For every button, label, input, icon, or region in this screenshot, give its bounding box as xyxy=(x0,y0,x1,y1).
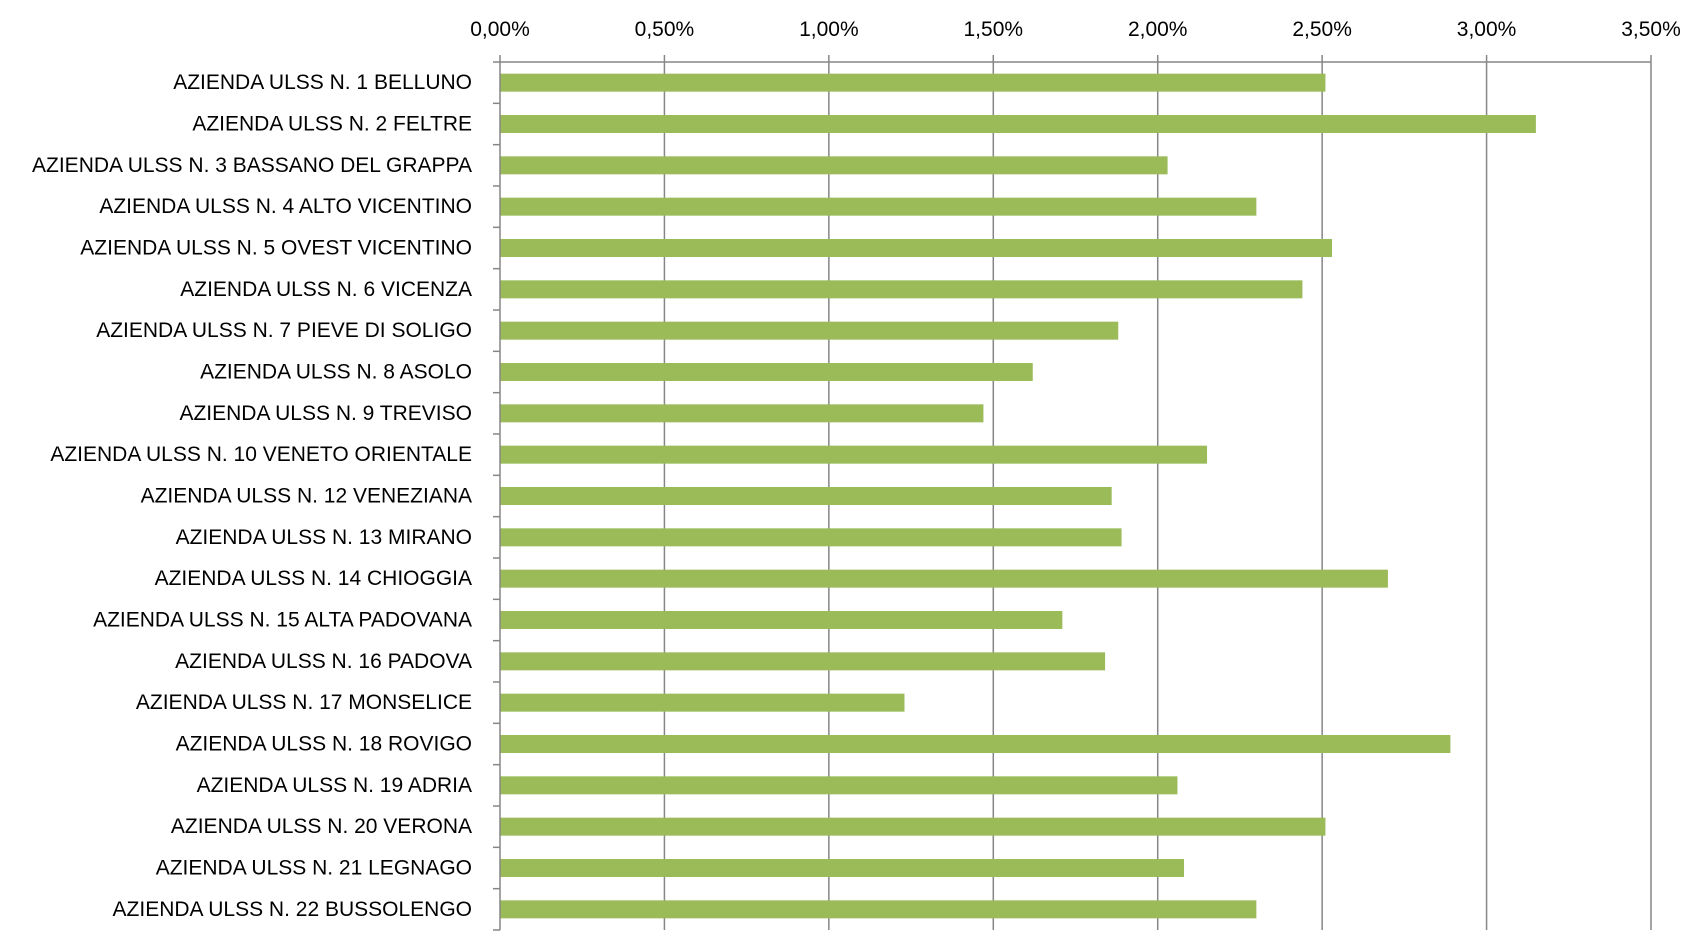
category-label: AZIENDA ULSS N. 3 BASSANO DEL GRAPPA xyxy=(32,154,472,177)
x-tick-label: 2,00% xyxy=(1128,18,1188,41)
bar xyxy=(500,735,1451,753)
category-labels: AZIENDA ULSS N. 1 BELLUNO AZIENDA ULSS N.… xyxy=(32,71,472,921)
x-tick-label: 3,00% xyxy=(1457,18,1517,41)
bar xyxy=(500,73,1326,92)
category-label: AZIENDA ULSS N. 12 VENEZIANA xyxy=(141,485,472,508)
category-label: AZIENDA ULSS N. 21 LEGNAGO xyxy=(156,857,472,880)
bar xyxy=(500,693,905,712)
bar xyxy=(500,280,1303,299)
x-tick-label: 0,50% xyxy=(635,18,695,41)
bars xyxy=(500,73,1536,919)
bar xyxy=(500,569,1388,588)
bar xyxy=(500,487,1112,505)
category-label: AZIENDA ULSS N. 20 VERONA xyxy=(171,815,472,838)
bar xyxy=(500,445,1208,464)
axes xyxy=(493,55,1652,931)
x-tick-label: 0,00% xyxy=(470,18,530,41)
x-tick-label: 1,50% xyxy=(964,18,1024,41)
bar xyxy=(500,239,1333,257)
bar xyxy=(500,900,1257,919)
category-label: AZIENDA ULSS N. 2 FELTRE xyxy=(192,113,472,136)
x-tick-label: 1,00% xyxy=(799,18,859,41)
bar xyxy=(500,859,1185,877)
category-label: AZIENDA ULSS N. 8 ASOLO xyxy=(200,361,472,384)
category-label: AZIENDA ULSS N. 6 VICENZA xyxy=(180,278,472,301)
bar xyxy=(500,404,984,423)
category-label: AZIENDA ULSS N. 13 MIRANO xyxy=(176,526,472,549)
bar xyxy=(500,197,1257,216)
bar xyxy=(500,652,1106,671)
category-label: AZIENDA ULSS N. 15 ALTA PADOVANA xyxy=(93,609,472,632)
x-tick-label: 2,50% xyxy=(1292,18,1352,41)
category-label: AZIENDA ULSS N. 14 CHIOGGIA xyxy=(155,567,472,590)
category-label: AZIENDA ULSS N. 9 TREVISO xyxy=(179,402,472,425)
bar xyxy=(500,115,1536,133)
category-label: AZIENDA ULSS N. 17 MONSELICE xyxy=(136,691,472,714)
bar xyxy=(500,611,1063,629)
category-label: AZIENDA ULSS N. 1 BELLUNO xyxy=(173,71,472,94)
category-label: AZIENDA ULSS N. 22 BUSSOLENGO xyxy=(113,898,472,921)
category-label: AZIENDA ULSS N. 10 VENETO ORIENTALE xyxy=(50,443,472,466)
bar xyxy=(500,817,1326,836)
category-label: AZIENDA ULSS N. 4 ALTO VICENTINO xyxy=(99,195,472,218)
bar xyxy=(500,321,1119,340)
bar xyxy=(500,363,1033,381)
bar xyxy=(500,156,1168,175)
category-label: AZIENDA ULSS N. 5 OVEST VICENTINO xyxy=(80,237,472,260)
x-tick-labels: 0,00% 0,50% 1,00% 1,50% 2,00% 2,50% 3,00% 3,50% xyxy=(470,18,1681,41)
category-label: AZIENDA ULSS N. 19 ADRIA xyxy=(197,774,472,797)
x-tick-label: 3,50% xyxy=(1621,18,1681,41)
bar xyxy=(500,528,1122,547)
category-label: AZIENDA ULSS N. 18 ROVIGO xyxy=(176,733,472,756)
category-label: AZIENDA ULSS N. 16 PADOVA xyxy=(175,650,472,673)
category-label: AZIENDA ULSS N. 7 PIEVE DI SOLIGO xyxy=(96,319,472,342)
bar xyxy=(500,776,1178,795)
